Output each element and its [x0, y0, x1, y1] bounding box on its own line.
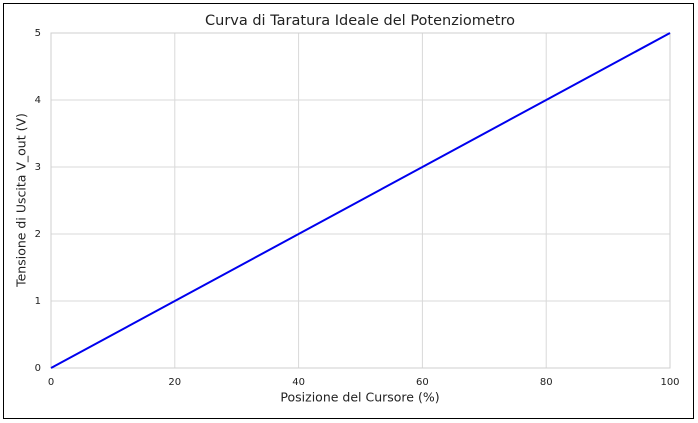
y-tick-label: 0	[35, 363, 41, 374]
y-tick-label: 1	[35, 296, 41, 307]
x-tick-label: 40	[292, 377, 305, 388]
frame	[3, 3, 694, 419]
y-axis-label: Tensione di Uscita V_out (V)	[14, 113, 29, 288]
y-tick-label: 5	[35, 28, 41, 39]
y-tick-label: 2	[35, 229, 41, 240]
y-tick-label: 3	[35, 162, 41, 173]
line	[50, 32, 671, 369]
x-tick-label: 20	[168, 377, 181, 388]
x-tick-label: 80	[540, 377, 553, 388]
x-axis-label: Posizione del Cursore (%)	[280, 390, 439, 405]
plot-border	[50, 32, 671, 369]
x-tick-label: 60	[416, 377, 429, 388]
x-tick-label: 0	[48, 377, 54, 388]
chart-title: Curva di Taratura Ideale del Potenziomet…	[205, 13, 515, 29]
y-tick-label: 4	[35, 95, 41, 106]
x-tick-label: 100	[660, 377, 679, 388]
